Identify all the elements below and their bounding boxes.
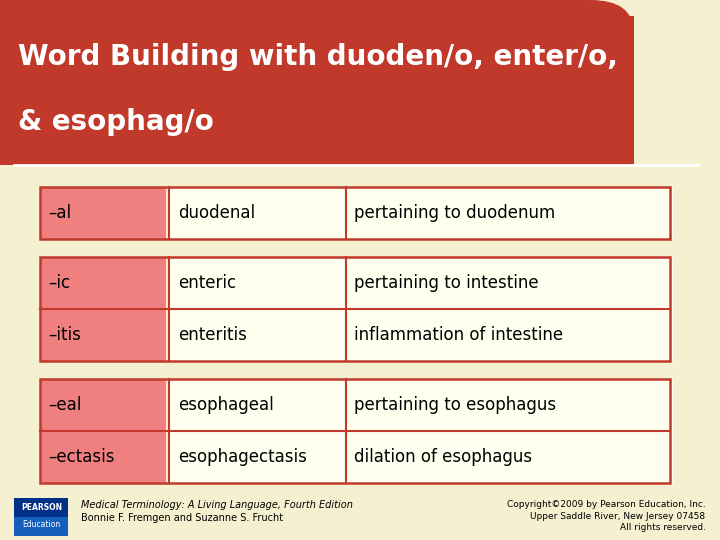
Bar (40, 431, 166, 483)
Bar (40, 379, 166, 431)
Bar (346, 256, 673, 309)
Text: enteric: enteric (178, 274, 236, 292)
Text: enteritis: enteritis (178, 326, 247, 343)
Bar (169, 256, 346, 309)
Text: pertaining to duodenum: pertaining to duodenum (354, 204, 556, 222)
Bar (169, 309, 346, 361)
Bar (14, 517, 68, 536)
Bar (346, 187, 673, 239)
Text: Word Building with duoden/o, enter/o,: Word Building with duoden/o, enter/o, (18, 43, 618, 71)
Bar (40, 187, 670, 239)
Text: All rights reserved.: All rights reserved. (620, 523, 706, 532)
FancyBboxPatch shape (0, 0, 634, 165)
Bar (0, 16, 634, 165)
Bar (40, 187, 166, 239)
Text: –al: –al (48, 204, 71, 222)
Text: pertaining to esophagus: pertaining to esophagus (354, 396, 557, 414)
Text: –ic: –ic (48, 274, 71, 292)
Text: Education: Education (22, 521, 60, 529)
Bar (346, 309, 673, 361)
Text: –ectasis: –ectasis (48, 448, 114, 465)
Text: esophageal: esophageal (178, 396, 274, 414)
Bar (346, 379, 673, 431)
Bar (0, 0, 590, 165)
Text: esophagectasis: esophagectasis (178, 448, 307, 465)
Text: & esophag/o: & esophag/o (18, 107, 214, 136)
Text: –eal: –eal (48, 396, 81, 414)
Bar (169, 187, 346, 239)
Text: Bonnie F. Fremgen and Suzanne S. Frucht: Bonnie F. Fremgen and Suzanne S. Frucht (81, 514, 283, 523)
Text: dilation of esophagus: dilation of esophagus (354, 448, 532, 465)
Bar (40, 256, 670, 361)
Bar (346, 431, 673, 483)
Bar (14, 498, 68, 536)
Bar (40, 309, 166, 361)
Text: PEARSON: PEARSON (21, 503, 62, 511)
Bar (169, 431, 346, 483)
Bar (40, 256, 166, 309)
Text: Medical Terminology: A Living Language, Fourth Edition: Medical Terminology: A Living Language, … (81, 500, 353, 510)
Bar (40, 379, 670, 483)
Text: inflammation of intestine: inflammation of intestine (354, 326, 563, 343)
Bar (169, 379, 346, 431)
Text: duodenal: duodenal (178, 204, 255, 222)
Text: Upper Saddle River, New Jersey 07458: Upper Saddle River, New Jersey 07458 (531, 512, 706, 521)
Text: pertaining to intestine: pertaining to intestine (354, 274, 539, 292)
Text: –itis: –itis (48, 326, 81, 343)
Text: Copyright©2009 by Pearson Education, Inc.: Copyright©2009 by Pearson Education, Inc… (507, 501, 706, 509)
